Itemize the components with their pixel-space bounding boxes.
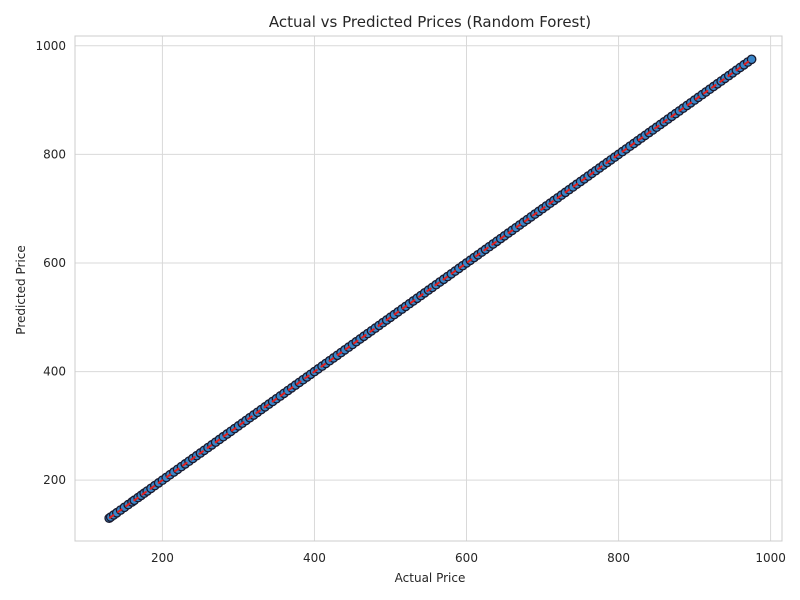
x-tick-label: 1000 (755, 551, 786, 565)
reference-line (108, 58, 753, 520)
y-tick-label: 600 (43, 256, 66, 270)
x-tick-label: 400 (303, 551, 326, 565)
x-tick-label: 800 (607, 551, 630, 565)
y-tick-labels: 200 400 600 800 1000 (35, 39, 66, 487)
grid (75, 36, 782, 541)
x-tick-label: 200 (151, 551, 174, 565)
x-axis-title: Actual Price (395, 571, 466, 585)
y-tick-label: 200 (43, 473, 66, 487)
y-axis-title: Predicted Price (14, 245, 28, 334)
x-tick-label: 600 (455, 551, 478, 565)
reference-line-layer (108, 58, 753, 520)
x-tick-labels: 200 400 600 800 1000 (151, 551, 786, 565)
y-tick-label: 1000 (35, 39, 66, 53)
scatter-point (746, 54, 757, 65)
y-tick-label: 400 (43, 365, 66, 379)
y-tick-label: 800 (43, 147, 66, 161)
plot-frame (74, 35, 783, 542)
chart-title: Actual vs Predicted Prices (Random Fores… (269, 13, 591, 31)
